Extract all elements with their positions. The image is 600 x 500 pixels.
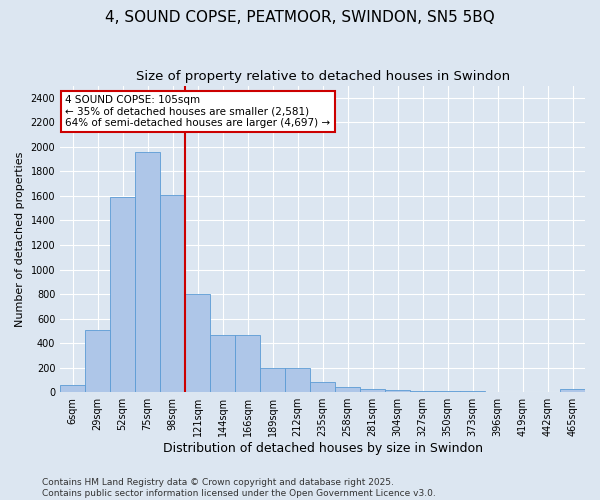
Bar — [85, 330, 110, 392]
Bar — [310, 382, 335, 392]
Bar — [560, 389, 585, 392]
Text: 4 SOUND COPSE: 105sqm
← 35% of detached houses are smaller (2,581)
64% of semi-d: 4 SOUND COPSE: 105sqm ← 35% of detached … — [65, 95, 331, 128]
Text: 4, SOUND COPSE, PEATMOOR, SWINDON, SN5 5BQ: 4, SOUND COPSE, PEATMOOR, SWINDON, SN5 5… — [105, 10, 495, 25]
Bar — [435, 391, 460, 392]
Bar — [135, 152, 160, 392]
Bar — [385, 390, 410, 392]
Bar — [160, 194, 185, 392]
Bar — [260, 368, 285, 392]
Bar — [210, 334, 235, 392]
Y-axis label: Number of detached properties: Number of detached properties — [15, 151, 25, 326]
Bar — [335, 388, 360, 392]
Bar — [460, 391, 485, 392]
Bar — [410, 391, 435, 392]
Bar — [235, 334, 260, 392]
Bar — [360, 388, 385, 392]
Bar — [285, 368, 310, 392]
Title: Size of property relative to detached houses in Swindon: Size of property relative to detached ho… — [136, 70, 509, 83]
Bar — [185, 294, 210, 392]
Text: Contains HM Land Registry data © Crown copyright and database right 2025.
Contai: Contains HM Land Registry data © Crown c… — [42, 478, 436, 498]
X-axis label: Distribution of detached houses by size in Swindon: Distribution of detached houses by size … — [163, 442, 482, 455]
Bar — [110, 197, 135, 392]
Bar — [60, 386, 85, 392]
